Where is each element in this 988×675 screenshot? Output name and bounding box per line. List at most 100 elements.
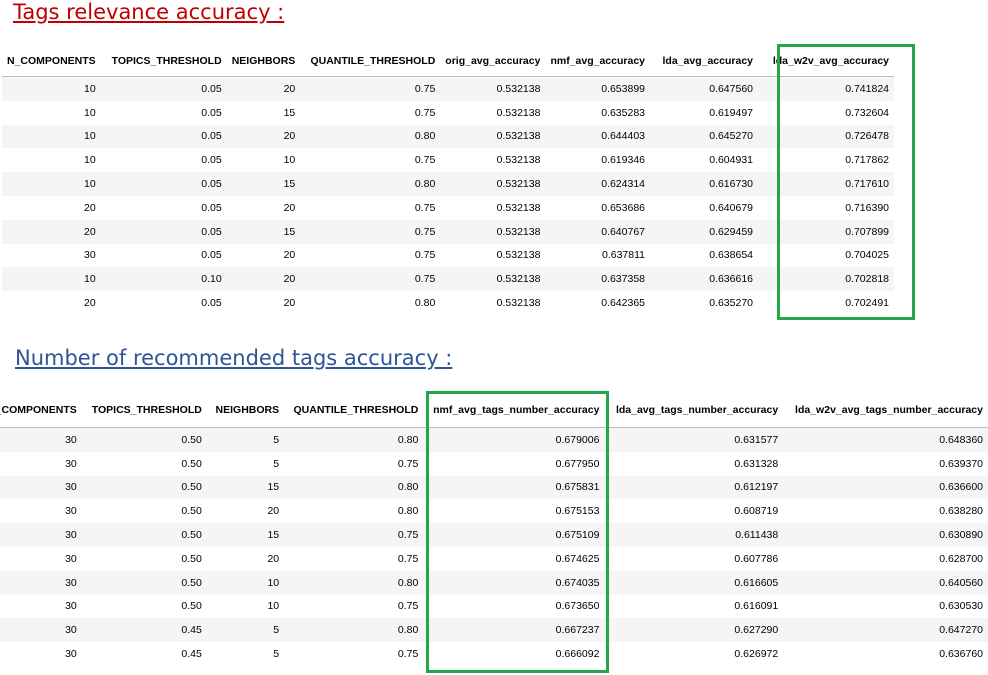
cell: 20: [283, 249, 296, 262]
table-row: 30 0.45 5 0.75 0.666092 0.626972 0.636760: [0, 642, 988, 666]
cell: 0.674035: [423, 570, 605, 595]
cell: 0.640560: [783, 570, 988, 595]
cell: 20: [226, 76, 301, 101]
tags-relevance-title: Tags relevance accuracy :: [13, 0, 285, 24]
cell: 20: [226, 124, 301, 149]
cell: 0.50: [81, 523, 207, 547]
table-row: 30 0.50 10 0.75 0.673650 0.616091 0.630530: [0, 595, 988, 619]
cell: 0.80: [414, 297, 436, 310]
cell: 10: [267, 600, 280, 613]
cell: 0.75: [414, 106, 436, 119]
col-header-n-components: N_COMPONENTS: [0, 392, 82, 428]
cell: 0.532138: [496, 154, 541, 167]
cell: 30: [0, 570, 82, 595]
cell: 0.75: [300, 219, 441, 244]
col-header-nmf-avg-accuracy: nmf_avg_accuracy: [545, 46, 650, 77]
cell: 0.616605: [604, 570, 784, 595]
cell: 0.629459: [650, 219, 758, 244]
cell: 0.675831: [423, 475, 605, 500]
cell: 0.704025: [845, 249, 889, 262]
cell: 0.05: [201, 249, 222, 262]
cell: 0.666092: [555, 648, 600, 661]
cell: 10: [2, 124, 101, 149]
cell: 0.50: [81, 427, 207, 452]
cell: 10: [84, 154, 96, 167]
cell: 0.80: [284, 427, 424, 452]
cell: 0.50: [181, 600, 202, 613]
cell: 0.05: [201, 106, 222, 119]
table-row: 10 0.10 20 0.75 0.532138 0.637358 0.636616 0.70…: [2, 267, 894, 292]
cell: 0.05: [201, 297, 222, 310]
cell: 10: [283, 154, 296, 167]
cell: 30: [0, 475, 82, 500]
col-header-orig-avg-accuracy: orig_avg_accuracy: [440, 46, 546, 77]
cell: 0.640679: [709, 201, 753, 214]
cell: 0.75: [300, 267, 441, 292]
cell: 0.630890: [783, 523, 988, 547]
tags-number-title: Number of recommended tags accuracy :: [15, 346, 453, 370]
cell: 0.648360: [783, 427, 988, 452]
col-header-lda-w2v-avg-accuracy: lda_w2v_avg_accuracy: [758, 46, 894, 77]
cell: 0.732604: [845, 106, 889, 119]
cell: 0.611438: [604, 523, 784, 547]
cell: 20: [84, 297, 96, 310]
cell: 0.45: [181, 648, 202, 661]
cell: 0.619497: [709, 106, 753, 119]
cell: 0.702491: [845, 297, 889, 310]
cell: 0.673650: [555, 600, 600, 613]
cell: 0.532138: [440, 172, 546, 196]
cell: 0.05: [100, 76, 227, 101]
cell: 0.607786: [734, 552, 779, 565]
cell: 0.75: [284, 523, 424, 547]
cell: 0.616730: [650, 172, 758, 196]
cell: 0.80: [397, 505, 419, 518]
cell: 0.80: [284, 618, 424, 643]
col-header-lda-w2v-avg-tags-number-accuracy: lda_w2v_avg_tags_number_accuracy: [783, 392, 988, 428]
cell: 0.75: [414, 154, 436, 167]
cell: 20: [2, 219, 101, 244]
cell: 0.50: [181, 457, 202, 470]
cell: 0.05: [100, 219, 227, 244]
cell: 0.80: [284, 570, 424, 595]
cell: 0.637358: [545, 267, 650, 292]
cell: 0.75: [414, 201, 436, 214]
cell: 20: [84, 201, 96, 214]
col-header-topics-threshold: TOPICS_THRESHOLD: [100, 46, 227, 77]
cell: 30: [0, 427, 82, 452]
cell: 0.532138: [440, 267, 546, 292]
table-row: 30 0.50 10 0.80 0.674035 0.616605 0.640560: [0, 570, 988, 595]
cell: 0.75: [414, 249, 436, 262]
cell: 0.532138: [496, 201, 541, 214]
cell: 0.637811: [601, 249, 645, 262]
cell: 0.627290: [604, 618, 784, 643]
table-row: 10 0.05 20 0.75 0.532138 0.653899 0.647560 0.74…: [2, 76, 894, 101]
cell: 0.05: [201, 154, 222, 167]
col-header-nmf-avg-tags-number-accuracy: nmf_avg_tags_number_accuracy: [423, 392, 605, 428]
col-header-n-components: N_COMPONENTS: [2, 46, 101, 77]
cell: 30: [65, 457, 77, 470]
cell: 0.674625: [555, 552, 600, 565]
cell: 0.631577: [604, 427, 784, 452]
col-header-quantile-threshold: QUANTILE_THRESHOLD: [300, 46, 441, 77]
table-row: 30 0.50 15 0.75 0.675109 0.611438 0.630890: [0, 523, 988, 547]
cell: 20: [226, 267, 301, 292]
cell: 0.653686: [601, 201, 645, 214]
col-header-topics-threshold: TOPICS_THRESHOLD: [81, 392, 207, 428]
cell: 0.639370: [939, 457, 983, 470]
table-row: 30 0.05 20 0.75 0.532138 0.637811 0.638654 0.70…: [2, 244, 894, 268]
cell: 0.532138: [440, 124, 546, 149]
cell: 0.653899: [545, 76, 650, 101]
col-header-neighbors: NEIGHBORS: [206, 392, 285, 428]
cell: 0.638280: [939, 505, 983, 518]
cell: 0.741824: [758, 76, 894, 101]
cell: 0.638654: [709, 249, 753, 262]
cell: 20: [283, 297, 296, 310]
cell: 0.726478: [758, 124, 894, 149]
cell: 0.642365: [601, 297, 645, 310]
cell: 0.702818: [758, 267, 894, 292]
table-row: 30 0.50 15 0.80 0.675831 0.612197 0.636600: [0, 475, 988, 500]
cell: 30: [84, 249, 96, 262]
cell: 0.45: [81, 618, 207, 643]
cell: 0.608719: [734, 505, 779, 518]
cell: 0.619346: [601, 154, 645, 167]
